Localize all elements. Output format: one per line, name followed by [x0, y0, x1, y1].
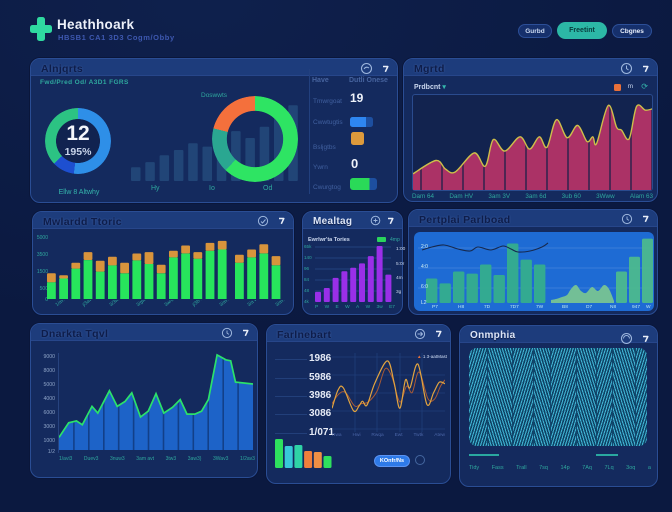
svg-text:L2: L2 [421, 300, 427, 306]
svg-text:D7: D7 [586, 304, 592, 310]
svg-text:H8: H8 [458, 304, 464, 310]
svg-text:7D7: 7D7 [510, 304, 519, 310]
svg-text:7D: 7D [484, 304, 491, 310]
svg-text:947: 947 [632, 304, 640, 310]
svg-text:N8: N8 [610, 304, 616, 310]
svg-text:2:0: 2:0 [421, 244, 428, 250]
svg-text:7W: 7W [536, 304, 544, 310]
svg-text:6:0: 6:0 [421, 284, 428, 290]
svg-text:4:0: 4:0 [421, 264, 428, 270]
svg-text:W: W [646, 304, 651, 310]
svg-text:B8: B8 [562, 304, 568, 310]
svg-text:P7: P7 [432, 304, 438, 310]
